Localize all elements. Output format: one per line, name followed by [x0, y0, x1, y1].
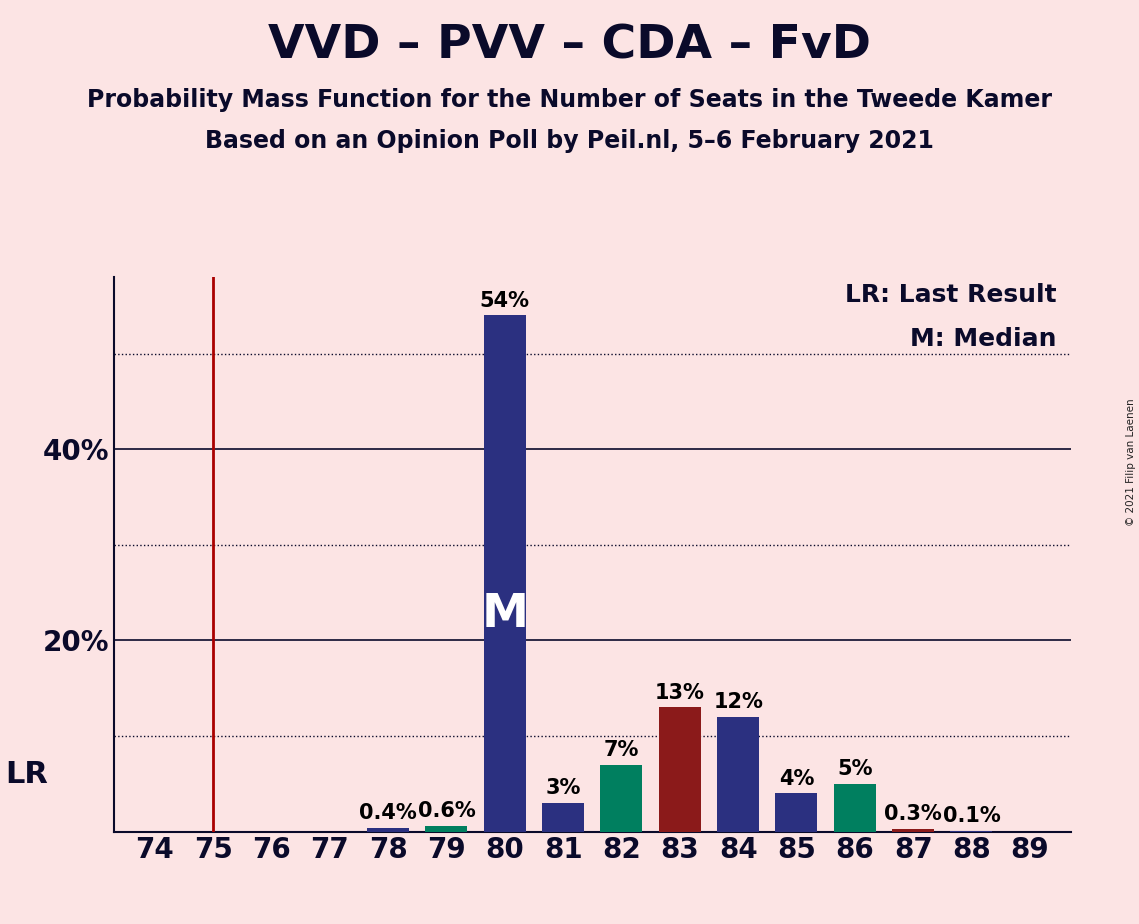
Text: VVD – PVV – CDA – FvD: VVD – PVV – CDA – FvD — [268, 23, 871, 68]
Text: 5%: 5% — [837, 759, 872, 779]
Text: 12%: 12% — [713, 692, 763, 712]
Text: 0.3%: 0.3% — [884, 804, 942, 824]
Bar — [950, 831, 992, 832]
Bar — [542, 803, 584, 832]
Text: Based on an Opinion Poll by Peil.nl, 5–6 February 2021: Based on an Opinion Poll by Peil.nl, 5–6… — [205, 129, 934, 153]
Text: 0.4%: 0.4% — [359, 803, 417, 823]
Bar — [484, 315, 526, 832]
Bar — [367, 828, 409, 832]
Text: 7%: 7% — [604, 740, 639, 760]
Text: M: Median: M: Median — [910, 327, 1056, 351]
Bar — [892, 829, 934, 832]
Bar — [834, 784, 876, 832]
Text: LR: LR — [5, 760, 48, 789]
Bar — [426, 826, 467, 832]
Text: M: M — [482, 592, 528, 638]
Bar — [658, 708, 700, 832]
Text: 3%: 3% — [546, 778, 581, 798]
Text: Probability Mass Function for the Number of Seats in the Tweede Kamer: Probability Mass Function for the Number… — [87, 88, 1052, 112]
Text: 0.1%: 0.1% — [943, 806, 1000, 826]
Text: 4%: 4% — [779, 769, 814, 788]
Text: 0.6%: 0.6% — [418, 801, 475, 821]
Text: LR: Last Result: LR: Last Result — [845, 283, 1056, 307]
Bar — [600, 765, 642, 832]
Bar — [776, 794, 818, 832]
Text: © 2021 Filip van Laenen: © 2021 Filip van Laenen — [1126, 398, 1136, 526]
Text: 54%: 54% — [480, 291, 530, 310]
Text: 13%: 13% — [655, 683, 705, 702]
Bar — [718, 717, 759, 832]
